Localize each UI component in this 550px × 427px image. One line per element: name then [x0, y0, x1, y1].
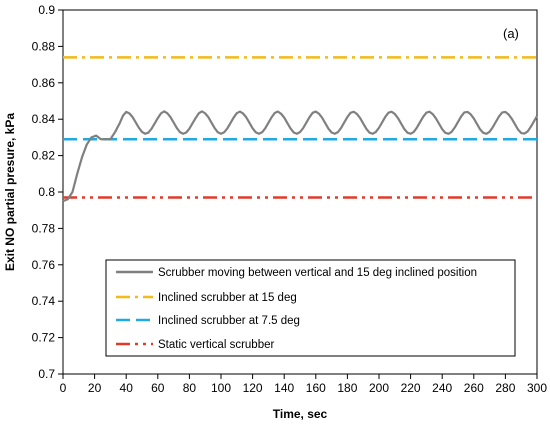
x-tick-label: 280 [495, 381, 515, 395]
legend-label: Scrubber moving between vertical and 15 … [158, 267, 477, 279]
y-tick-label: 0.82 [32, 149, 56, 163]
y-tick-label: 0.74 [32, 294, 56, 308]
legend-box [105, 259, 516, 357]
y-tick-label: 0.9 [38, 3, 55, 17]
y-tick-label: 0.7 [38, 367, 55, 381]
panel-label: (a) [503, 26, 519, 41]
x-tick-label: 180 [337, 381, 357, 395]
x-tick-label: 100 [211, 381, 231, 395]
x-tick-label: 80 [183, 381, 197, 395]
y-tick-label: 0.78 [32, 221, 56, 235]
series-line [62, 110, 538, 203]
y-tick-label: 0.86 [32, 76, 56, 90]
x-tick-label: 40 [120, 381, 134, 395]
x-tick-label: 20 [88, 381, 102, 395]
x-tick-label: 160 [306, 381, 326, 395]
x-tick-label: 120 [243, 381, 263, 395]
legend-label: Static vertical scrubber [158, 339, 274, 351]
legend-label: Inclined scrubber at 15 deg [158, 292, 297, 304]
series-layer [62, 56, 538, 203]
y-tick-label: 0.72 [32, 331, 56, 345]
x-tick-label: 0 [60, 381, 67, 395]
legend-label: Inclined scrubber at 7.5 deg [158, 315, 300, 327]
x-tick-label: 140 [274, 381, 294, 395]
x-axis-title: Time, sec [273, 407, 328, 421]
legend: Scrubber moving between vertical and 15 … [105, 259, 516, 357]
y-tick-label: 0.76 [32, 258, 56, 272]
x-tick-label: 260 [464, 381, 484, 395]
y-tick-label: 0.8 [38, 185, 55, 199]
y-tick-label: 0.84 [32, 112, 56, 126]
y-axis: 0.7 0.72 0.74 0.76 0.78 0.8 0.82 0.84 0.86 0.88 0.… [32, 3, 63, 381]
y-axis-title: Exit NO partial presure, kPa [3, 113, 17, 271]
x-tick-label: 60 [151, 381, 165, 395]
x-tick-label: 200 [369, 381, 389, 395]
x-tick-label: 240 [432, 381, 452, 395]
x-tick-label: 300 [527, 381, 547, 395]
x-tick-label: 220 [401, 381, 421, 395]
x-axis: 0 20 40 60 80 100 120 140 160 180 200 220 240 260 280 3… [60, 374, 547, 395]
y-tick-label: 0.88 [32, 39, 56, 53]
